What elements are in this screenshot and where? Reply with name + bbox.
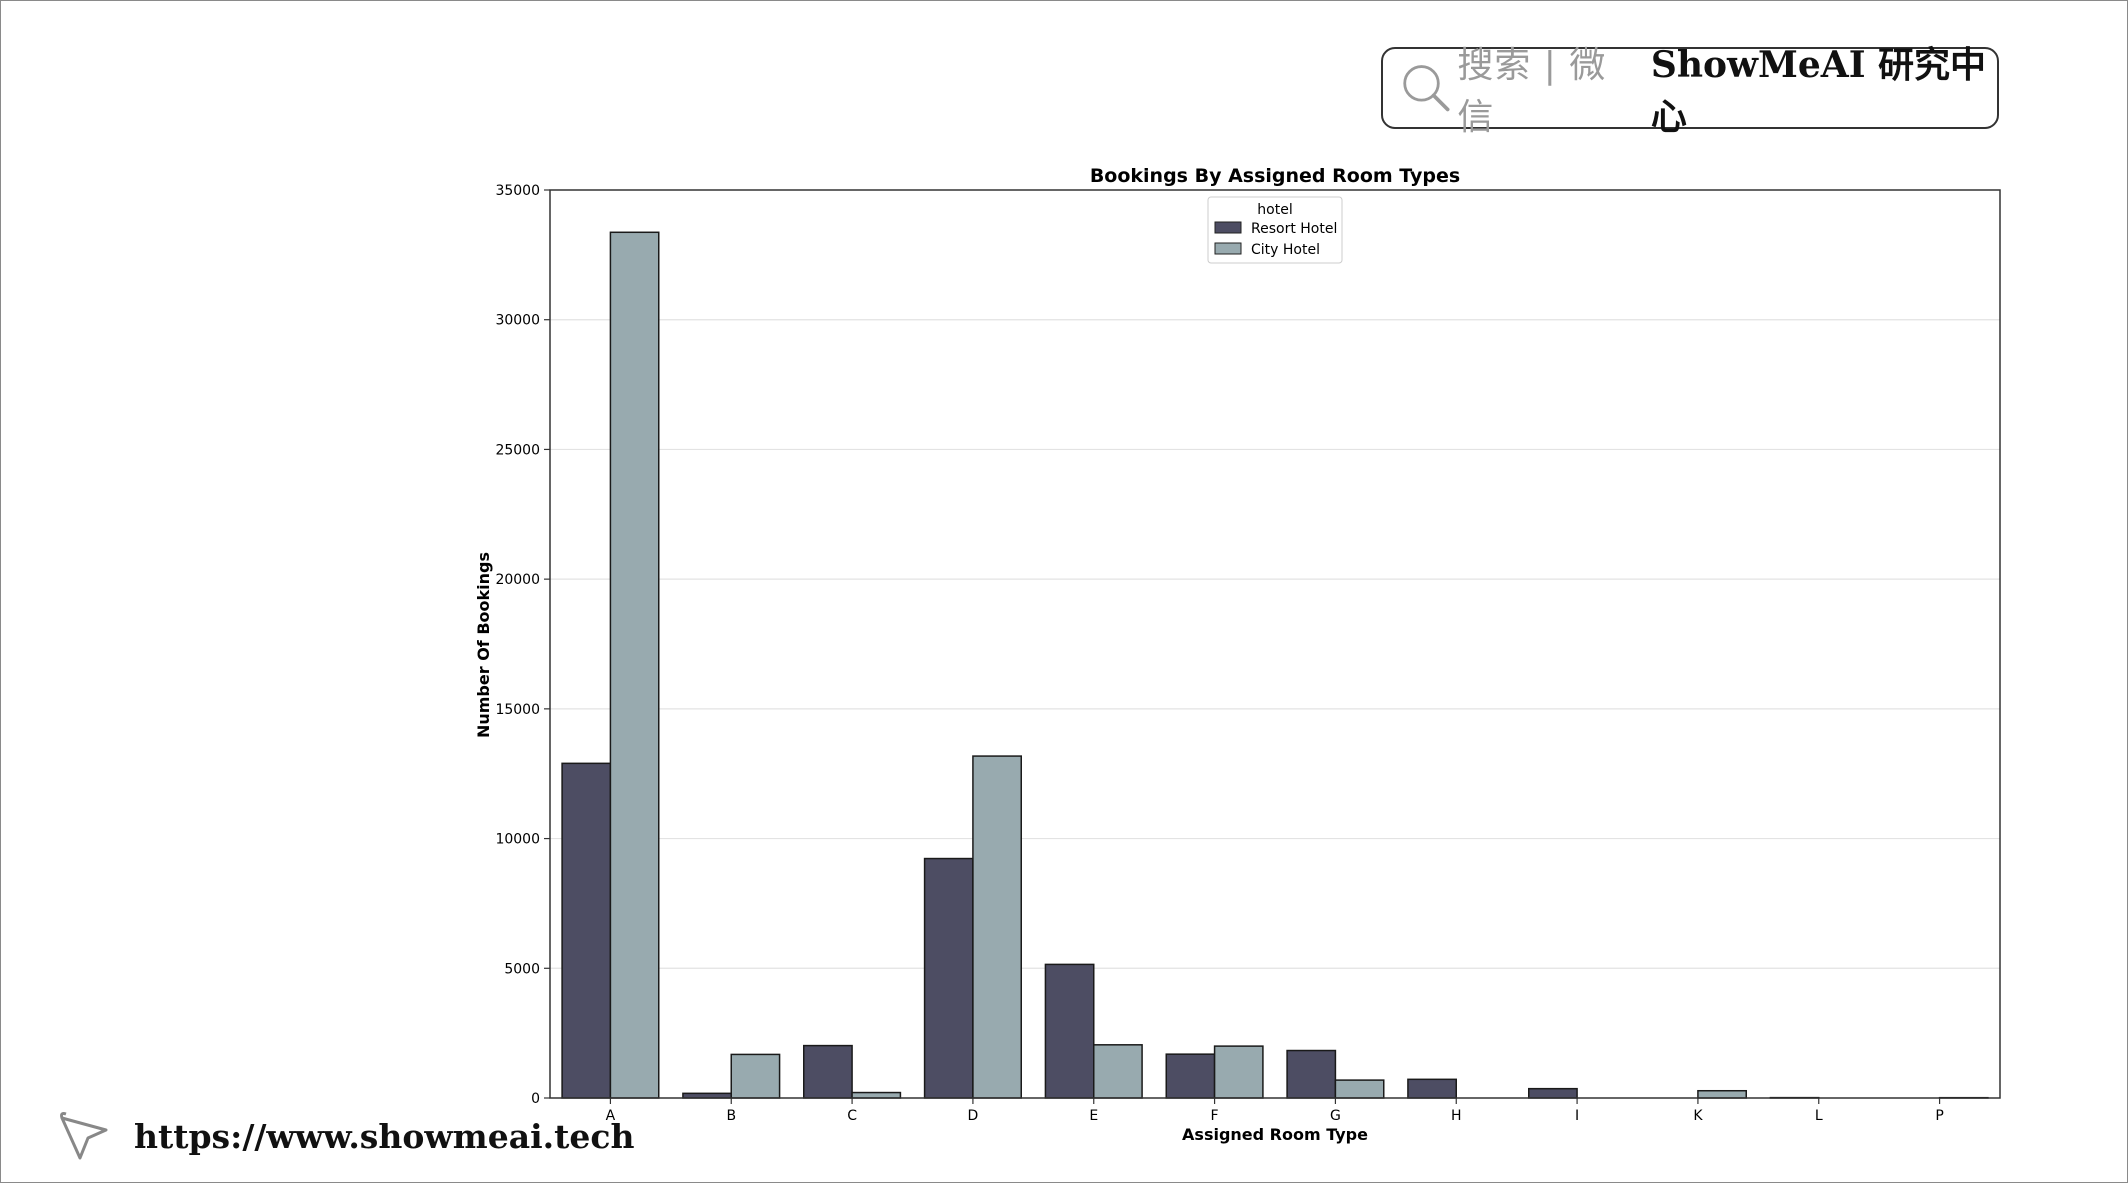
x-axis-label: Assigned Room Type bbox=[1182, 1125, 1368, 1144]
legend: hotel Resort Hotel City Hotel bbox=[1207, 196, 1343, 264]
bar-city-B bbox=[730, 1053, 781, 1099]
bar-city-E bbox=[1093, 1044, 1143, 1099]
y-tick-label: 35000 bbox=[495, 183, 540, 199]
footer-url[interactable]: https://www.showmeai.tech bbox=[134, 1116, 635, 1156]
y-tick-label: 5000 bbox=[504, 961, 540, 977]
brand-name: ShowMeAI 研究中心 bbox=[1650, 44, 1987, 138]
bar-resort-H bbox=[1407, 1078, 1457, 1099]
x-tick-label: D bbox=[968, 1108, 979, 1124]
y-axis-label: Number Of Bookings bbox=[474, 552, 493, 738]
cursor-arrow-icon bbox=[60, 1112, 108, 1160]
bar-resort-F bbox=[1165, 1053, 1216, 1099]
x-tick-label: G bbox=[1330, 1108, 1341, 1124]
x-tick-label: K bbox=[1693, 1108, 1703, 1124]
legend-label-city: City Hotel bbox=[1251, 242, 1320, 258]
y-tick-label: 15000 bbox=[495, 702, 540, 718]
brand-search-text: 搜索 | 微信 bbox=[1457, 45, 1607, 138]
legend-swatch-city bbox=[1214, 242, 1242, 255]
bar-resort-D bbox=[923, 857, 974, 1099]
legend-swatch-resort bbox=[1214, 221, 1242, 234]
x-tick-label: B bbox=[726, 1108, 736, 1124]
x-tick-label: H bbox=[1451, 1108, 1462, 1124]
x-tick-label: C bbox=[847, 1108, 857, 1124]
magnifier-icon bbox=[1403, 65, 1450, 112]
bar-resort-G bbox=[1286, 1049, 1337, 1099]
y-tick-label: 10000 bbox=[495, 832, 540, 848]
brand-banner: 搜索 | 微信 ShowMeAI 研究中心 bbox=[1381, 44, 1999, 138]
x-tick-label: A bbox=[606, 1108, 616, 1124]
bar-city-G bbox=[1334, 1079, 1385, 1099]
x-tick-label: P bbox=[1935, 1108, 1943, 1124]
bar-city-C bbox=[851, 1091, 902, 1099]
bar-city-K bbox=[1697, 1089, 1747, 1099]
bar-city-A bbox=[609, 231, 660, 1099]
y-tick-label: 20000 bbox=[495, 572, 540, 588]
x-tick-label: I bbox=[1575, 1108, 1579, 1124]
y-tick-label: 0 bbox=[531, 1091, 540, 1107]
y-tick-label: 30000 bbox=[495, 313, 540, 329]
bar-resort-E bbox=[1044, 963, 1095, 1099]
bar-city-F bbox=[1213, 1045, 1264, 1099]
x-tick-label: L bbox=[1815, 1108, 1823, 1124]
bar-resort-A bbox=[561, 762, 612, 1099]
y-tick-label: 25000 bbox=[495, 442, 540, 458]
x-tick-label: E bbox=[1089, 1108, 1098, 1124]
chart-title: Bookings By Assigned Room Types bbox=[1090, 165, 1460, 187]
plot-area-border bbox=[549, 189, 2001, 1099]
footer: https://www.showmeai.tech bbox=[56, 1106, 634, 1166]
legend-title: hotel bbox=[1257, 202, 1292, 218]
legend-label-resort: Resort Hotel bbox=[1251, 221, 1337, 237]
x-tick-label: F bbox=[1211, 1108, 1219, 1124]
bar-resort-I bbox=[1528, 1087, 1578, 1099]
bar-resort-C bbox=[803, 1044, 853, 1099]
bar-city-D bbox=[972, 755, 1023, 1099]
